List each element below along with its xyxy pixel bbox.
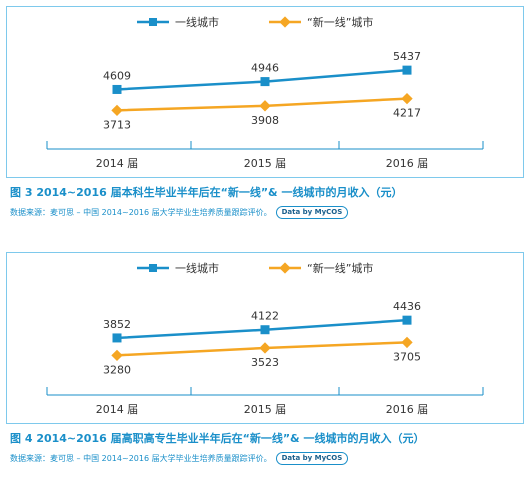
legend-label: 一线城市 [175, 261, 219, 275]
data-point-square [112, 84, 122, 94]
x-tick-label: 2016 届 [386, 157, 429, 170]
legend-item-1: 一线城市 [137, 15, 219, 29]
mycos-badge-2: Data by MyCOS [275, 452, 349, 465]
data-point-diamond [111, 104, 123, 117]
legend-item-2: “新一线”城市 [269, 261, 373, 275]
data-source-text-2: 数据来源：麦可思 – 中国 2014~2016 届大学毕业生培养质量跟踪评价。 [10, 454, 272, 463]
data-point-diamond [401, 92, 413, 105]
x-tick-label: 2015 届 [244, 157, 287, 170]
data-point-diamond [111, 349, 123, 362]
data-point-square [402, 65, 412, 75]
legend-label: “新一线”城市 [307, 261, 373, 275]
line-chart-2: 一线城市 “新一线”城市 2014 届 2015 届 2016 届 3852 4122 443… [46, 261, 484, 416]
figure-caption-1: 图 3 2014~2016 届本科生毕业半年后在“新一线”& 一线城市的月收入（… [10, 186, 403, 199]
x-tick-label: 2014 届 [96, 403, 139, 416]
data-label: 3713 [103, 118, 131, 131]
data-label: 3705 [393, 350, 421, 363]
legend-square-marker [149, 264, 157, 272]
chart-panel-1: 一线城市 “新一线”城市 2014 届 2015 届 2016 届 4609 4946 543… [6, 6, 524, 178]
data-point-diamond [401, 336, 413, 349]
data-point-square [260, 325, 270, 335]
chart-panel-2: 一线城市 “新一线”城市 2014 届 2015 届 2016 届 3852 4122 443… [6, 252, 524, 424]
data-label: 4122 [251, 310, 279, 323]
legend-item-2: “新一线”城市 [269, 15, 373, 29]
data-label: 4946 [251, 62, 279, 75]
data-point-square [260, 77, 270, 87]
x-tick-label: 2015 届 [244, 403, 287, 416]
data-label: 4609 [103, 69, 131, 82]
data-label: 4436 [393, 300, 421, 313]
legend-diamond-marker [279, 16, 291, 28]
figure-caption-2: 图 4 2014~2016 届高职高专生毕业半年后在“新一线”& 一线城市的月收… [10, 432, 425, 445]
mycos-badge-1: Data by MyCOS [275, 206, 349, 219]
data-source-2: 数据来源：麦可思 – 中国 2014~2016 届大学毕业生培养质量跟踪评价。 … [10, 452, 349, 465]
data-point-diamond [259, 100, 271, 112]
data-source-1: 数据来源：麦可思 – 中国 2014~2016 届大学毕业生培养质量跟踪评价。 … [10, 206, 349, 219]
data-point-diamond [259, 342, 271, 354]
data-label: 3908 [251, 114, 279, 127]
data-point-square [112, 333, 122, 343]
x-tick-label: 2014 届 [96, 157, 139, 170]
line-chart-1: 一线城市 “新一线”城市 2014 届 2015 届 2016 届 4609 4946 543… [46, 15, 484, 170]
legend-label: “新一线”城市 [307, 15, 373, 29]
data-point-square [402, 315, 412, 325]
legend-label: 一线城市 [175, 15, 219, 29]
data-label: 3523 [251, 356, 279, 369]
legend-item-1: 一线城市 [137, 261, 219, 275]
legend-diamond-marker [279, 262, 291, 274]
data-label: 3280 [103, 363, 131, 376]
x-tick-label: 2016 届 [386, 403, 429, 416]
data-label: 5437 [393, 50, 421, 63]
legend-square-marker [149, 18, 157, 26]
data-source-text-1: 数据来源：麦可思 – 中国 2014~2016 届大学毕业生培养质量跟踪评价。 [10, 208, 272, 217]
data-label: 4217 [393, 107, 421, 120]
data-label: 3852 [103, 318, 131, 331]
